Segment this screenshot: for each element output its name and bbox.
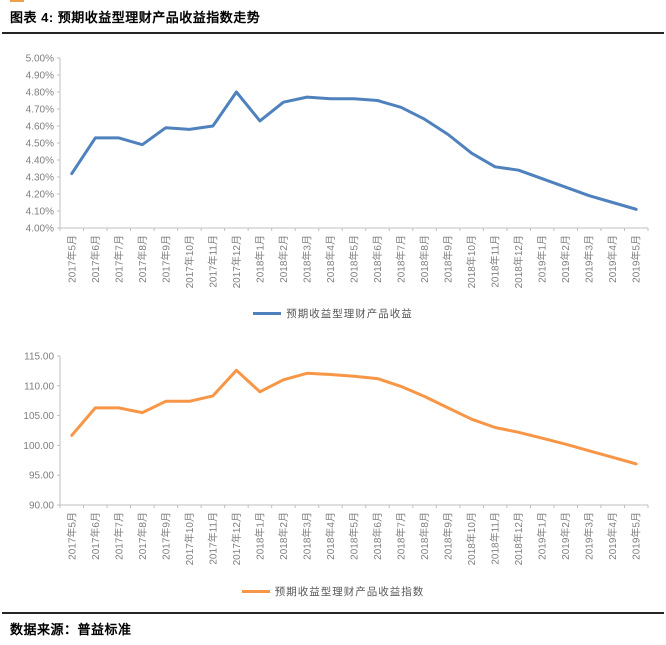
yield-legend-label: 预期收益型理财产品收益 (286, 307, 413, 320)
data-source: 数据来源：普益标准 (10, 622, 132, 637)
svg-text:90.00: 90.00 (29, 501, 54, 512)
svg-text:4.10%: 4.10% (26, 207, 54, 218)
svg-text:4.80%: 4.80% (26, 88, 54, 99)
yield-chart-legend: 预期收益型理财产品收益 (0, 306, 666, 320)
svg-text:2017年5月: 2017年5月 (65, 512, 78, 560)
svg-text:2019年5月: 2019年5月 (630, 235, 643, 283)
svg-text:95.00: 95.00 (29, 471, 54, 482)
svg-text:2018年2月: 2018年2月 (277, 512, 290, 560)
svg-text:2018年10月: 2018年10月 (465, 512, 478, 565)
svg-text:2019年1月: 2019年1月 (536, 512, 549, 560)
svg-text:4.60%: 4.60% (26, 122, 54, 133)
svg-text:2019年3月: 2019年3月 (583, 235, 596, 283)
svg-text:2019年2月: 2019年2月 (559, 512, 572, 560)
svg-text:2018年5月: 2018年5月 (348, 235, 361, 283)
svg-text:105.00: 105.00 (23, 411, 54, 422)
accent-tick (10, 0, 24, 2)
svg-text:2018年10月: 2018年10月 (465, 235, 478, 288)
svg-text:2018年1月: 2018年1月 (253, 235, 266, 283)
svg-text:2018年9月: 2018年9月 (442, 235, 455, 283)
svg-text:2018年4月: 2018年4月 (324, 512, 337, 560)
svg-text:2018年2月: 2018年2月 (277, 235, 290, 283)
svg-text:2018年3月: 2018年3月 (300, 512, 313, 560)
svg-text:100.00: 100.00 (23, 441, 54, 452)
svg-text:2017年10月: 2017年10月 (183, 235, 196, 288)
svg-text:4.20%: 4.20% (26, 190, 54, 201)
title-separator (2, 32, 664, 34)
svg-text:2018年7月: 2018年7月 (395, 512, 408, 560)
svg-text:2017年9月: 2017年9月 (159, 512, 172, 560)
svg-text:2019年4月: 2019年4月 (606, 235, 619, 283)
svg-text:5.00%: 5.00% (26, 54, 54, 65)
index-chart-legend: 预期收益型理财产品收益指数 (0, 584, 666, 598)
svg-text:2018年6月: 2018年6月 (371, 235, 384, 283)
svg-text:2017年12月: 2017年12月 (230, 235, 243, 288)
svg-text:2018年5月: 2018年5月 (348, 512, 361, 560)
svg-text:2017年8月: 2017年8月 (136, 512, 149, 560)
svg-text:2017年5月: 2017年5月 (65, 235, 78, 283)
svg-text:2018年11月: 2018年11月 (489, 235, 502, 288)
index-legend-label: 预期收益型理财产品收益指数 (274, 585, 425, 598)
svg-text:2019年1月: 2019年1月 (536, 235, 549, 283)
svg-text:2019年2月: 2019年2月 (559, 235, 572, 283)
footer-separator (2, 612, 664, 614)
svg-text:2018年12月: 2018年12月 (512, 235, 525, 288)
svg-text:4.40%: 4.40% (26, 156, 54, 167)
svg-text:2018年11月: 2018年11月 (489, 512, 502, 565)
svg-text:110.00: 110.00 (24, 381, 54, 392)
svg-text:2018年4月: 2018年4月 (324, 235, 337, 283)
svg-text:2017年11月: 2017年11月 (206, 512, 219, 565)
svg-text:4.30%: 4.30% (26, 173, 54, 184)
svg-text:2017年9月: 2017年9月 (159, 235, 172, 283)
svg-text:2018年6月: 2018年6月 (371, 512, 384, 560)
svg-text:4.90%: 4.90% (26, 71, 54, 82)
orange-line-swatch (241, 589, 270, 593)
svg-text:2018年1月: 2018年1月 (253, 512, 266, 560)
svg-text:4.00%: 4.00% (26, 224, 54, 235)
svg-text:4.70%: 4.70% (26, 105, 54, 116)
index-line-chart: 90.00 95.00 100.00 105.00 110.00 115.00 2017年5… (23, 352, 649, 565)
svg-text:2018年8月: 2018年8月 (418, 235, 431, 283)
svg-text:2018年12月: 2018年12月 (512, 512, 525, 565)
svg-text:2017年6月: 2017年6月 (89, 235, 102, 283)
svg-text:2017年7月: 2017年7月 (112, 235, 125, 283)
svg-text:2018年8月: 2018年8月 (418, 512, 431, 560)
yield-line-chart: 4.00% 4.10% 4.20% 4.30% 4.40% 4.50% 4.60% 4.70%… (26, 54, 649, 288)
svg-text:2018年9月: 2018年9月 (442, 512, 455, 560)
svg-text:4.50%: 4.50% (26, 139, 54, 150)
svg-text:115.00: 115.00 (24, 352, 54, 363)
svg-text:2017年7月: 2017年7月 (112, 512, 125, 560)
svg-text:2018年7月: 2018年7月 (395, 235, 408, 283)
svg-text:2017年6月: 2017年6月 (89, 512, 102, 560)
svg-text:2017年10月: 2017年10月 (183, 512, 196, 565)
svg-text:2018年3月: 2018年3月 (300, 235, 313, 283)
svg-text:2017年11月: 2017年11月 (206, 235, 219, 288)
svg-text:2017年12月: 2017年12月 (230, 512, 243, 565)
figure-title: 图表 4: 预期收益型理财产品收益指数走势 (10, 10, 261, 25)
svg-text:2017年8月: 2017年8月 (136, 235, 149, 283)
blue-line-swatch (253, 311, 282, 315)
svg-text:2019年4月: 2019年4月 (606, 512, 619, 560)
svg-text:2019年3月: 2019年3月 (583, 512, 596, 560)
svg-text:2019年5月: 2019年5月 (630, 512, 643, 560)
